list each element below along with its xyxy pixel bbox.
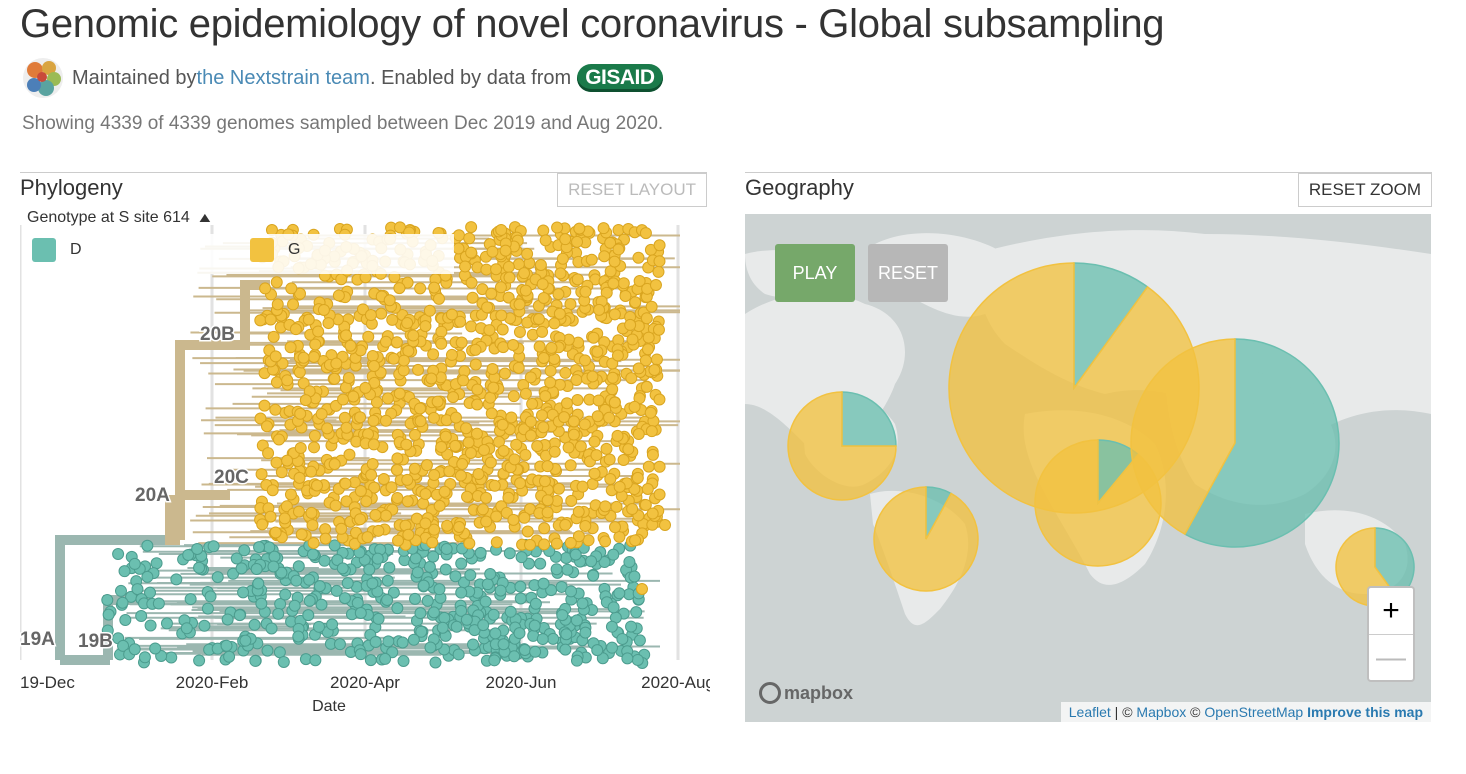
mapbox-logo-text: mapbox <box>784 682 854 703</box>
mapbox-logo[interactable]: mapbox <box>759 682 853 704</box>
pie-slice-g[interactable] <box>787 391 897 501</box>
pie-slice-d[interactable] <box>841 391 897 447</box>
phylogeny-panel-header: Phylogeny RESET LAYOUT <box>20 172 707 208</box>
pie-slice-d[interactable] <box>1183 338 1340 548</box>
phylogeny-tree[interactable]: 2019-Dec 2020-Feb 2020-Apr 2020-Jun 2020-Aug… <box>20 205 710 725</box>
maintainer-link[interactable]: the Nextstrain team <box>196 66 370 89</box>
play-button[interactable]: PLAY <box>775 244 855 302</box>
mapbox-icon <box>759 682 781 704</box>
attrib-sep-1: | © <box>1110 704 1137 720</box>
nextstrain-logo-icon <box>23 58 63 98</box>
zoom-control: + — <box>1367 586 1415 682</box>
zoom-in-button[interactable]: + <box>1382 594 1400 627</box>
tips-genotype-g[interactable] <box>254 221 671 595</box>
geography-title: Geography <box>745 175 854 200</box>
legend-title-text: Genotype at S site 614 <box>27 209 190 226</box>
pie-slice-g[interactable] <box>873 486 979 592</box>
legend-swatch-g <box>250 238 274 262</box>
x-tick-label: 2019-Dec <box>20 673 75 692</box>
page-title: Genomic epidemiology of novel coronaviru… <box>20 2 1165 46</box>
map-reset-button[interactable]: RESET <box>868 244 948 302</box>
attrib-sep-2: © <box>1186 704 1205 720</box>
gisaid-logo[interactable]: GISAID <box>577 64 663 92</box>
phylogeny-title: Phylogeny <box>20 175 123 200</box>
x-tick-label: 2020-Jun <box>486 673 557 692</box>
clade-label: 20B <box>200 324 235 345</box>
pie-slice-d[interactable] <box>1073 262 1149 391</box>
clade-label: 20A <box>135 485 170 506</box>
x-tick-label: 2020-Apr <box>330 673 400 692</box>
byline: Maintained by the Nextstrain team . Enab… <box>22 58 663 98</box>
osm-link[interactable]: OpenStreetMap <box>1204 704 1304 720</box>
leaflet-link[interactable]: Leaflet <box>1068 704 1111 720</box>
reset-layout-button[interactable]: RESET LAYOUT <box>557 173 707 207</box>
clade-label: 20C <box>214 467 249 488</box>
legend-label-g: G <box>288 241 301 258</box>
x-tick-label: 2020-Feb <box>176 673 249 692</box>
pie-slice-g[interactable] <box>1130 338 1236 536</box>
legend-background <box>22 234 454 274</box>
zoom-out-button[interactable]: — <box>1369 634 1413 680</box>
chevron-up-icon[interactable]: ▲ <box>195 209 214 225</box>
mapbox-link[interactable]: Mapbox <box>1136 704 1187 720</box>
legend-item-d[interactable]: D <box>32 238 82 262</box>
legend-swatch-d <box>32 238 56 262</box>
pie-layer[interactable] <box>787 262 1415 607</box>
improve-map-link[interactable]: Improve this map <box>1307 704 1423 720</box>
x-axis-label: Date <box>312 698 346 715</box>
tips-genotype-d[interactable] <box>101 539 651 669</box>
legend-label-d: D <box>70 241 82 258</box>
legend-item-g[interactable]: G <box>250 238 300 262</box>
summary-text: Showing 4339 of 4339 genomes sampled bet… <box>22 113 664 134</box>
geography-panel-header: Geography RESET ZOOM <box>745 172 1432 208</box>
enabled-text: . Enabled by data from <box>369 66 572 89</box>
legend-title[interactable]: Genotype at S site 614 ▲ <box>27 209 214 227</box>
clade-label: 19B <box>78 631 113 652</box>
maintained-prefix: Maintained by <box>72 66 197 89</box>
x-tick-label: 2020-Aug <box>641 673 710 692</box>
clade-label: 19A <box>20 629 55 650</box>
geography-map[interactable]: PLAY RESET + — mapbox Leaflet | © Mapbox… <box>745 214 1431 722</box>
reset-zoom-button[interactable]: RESET ZOOM <box>1297 173 1432 207</box>
map-attribution: Leaflet | © Mapbox © OpenStreetMap Impro… <box>1060 702 1431 722</box>
